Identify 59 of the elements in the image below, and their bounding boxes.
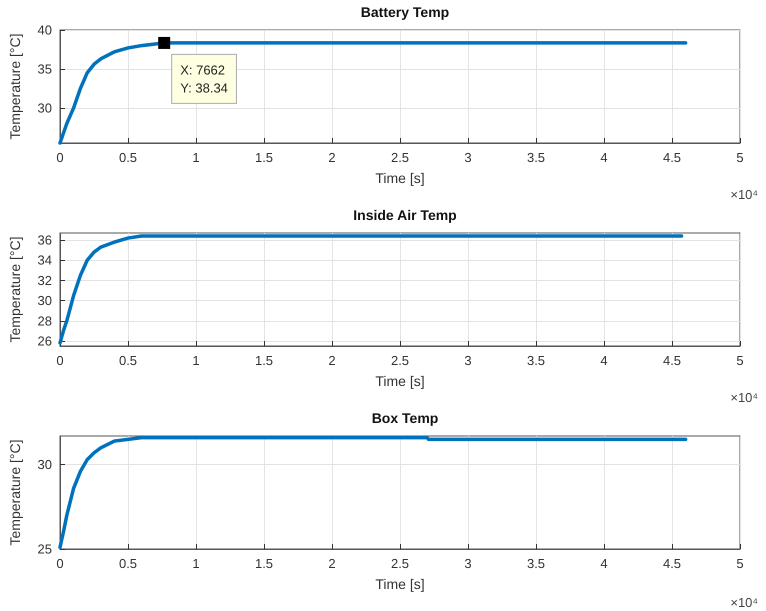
x-tick-label: 4 — [600, 556, 608, 571]
x-tick-label: 0 — [56, 353, 64, 368]
x-tick-label: 0.5 — [118, 353, 138, 368]
text: ×10⁴ — [730, 187, 758, 202]
x-tick-label: 5 — [736, 556, 744, 571]
x-tick-label: 2 — [328, 150, 336, 165]
line-series — [58, 436, 688, 550]
x-tick-label: 1.5 — [254, 150, 274, 165]
x-tick-label: 5 — [736, 150, 744, 165]
y-tick-label: 25 — [38, 542, 52, 556]
y-tick-label: 40 — [38, 22, 52, 38]
x-tick-label: 3.5 — [526, 556, 546, 571]
y-tick-label: 36 — [38, 232, 52, 248]
x-tick-label: 2.5 — [390, 353, 410, 368]
x-tick-label: 5 — [736, 353, 744, 368]
x-axis-title: Time [s] — [375, 576, 425, 592]
x-tick-label: 3 — [464, 556, 472, 571]
y-tick-label: 35 — [38, 61, 52, 76]
x-tick-label: 4 — [600, 353, 608, 368]
y-tick-label: 30 — [38, 457, 52, 472]
y-tick-label: 28 — [38, 313, 52, 328]
y-axis-title: Temperature [°C] — [7, 236, 23, 342]
x-tick-label: 2.5 — [390, 150, 410, 165]
x-tick-label: 4.5 — [662, 556, 682, 571]
x-axis-title: Time [s] — [375, 373, 425, 389]
chart-title: Box Temp — [372, 410, 438, 426]
y-tick-label: 32 — [38, 272, 52, 288]
x-axis-title: Time [s] — [375, 170, 425, 186]
x-tick-label: 0 — [56, 556, 64, 571]
x-tick-label: 1 — [192, 556, 200, 571]
y-tick-label: 34 — [38, 252, 52, 268]
text: ×10⁴ — [730, 390, 758, 405]
text: ×10⁴ — [730, 595, 758, 610]
chart-title: Battery Temp — [360, 4, 450, 20]
x-tick-label: 4.5 — [662, 353, 682, 368]
y-axis-title: Temperature [°C] — [7, 34, 23, 140]
y-tick-label: 26 — [38, 333, 52, 348]
x-tick-label: 3 — [464, 353, 472, 368]
line-series — [58, 234, 684, 345]
x-tick-label: 1 — [192, 150, 200, 165]
x-tick-label: 2 — [328, 556, 336, 571]
x-tick-label: 1.5 — [254, 353, 274, 368]
x-tick-label: 3 — [464, 150, 472, 165]
chart-title: Inside Air Temp — [353, 207, 457, 223]
x-tick-label: 1 — [192, 353, 200, 368]
x-tick-label: 2.5 — [390, 556, 410, 571]
x-tick-label: 0 — [56, 150, 64, 165]
x-tick-label: 0.5 — [118, 556, 138, 571]
x-tick-label: 3.5 — [526, 150, 546, 165]
x-tick-label: 2 — [328, 353, 336, 368]
x-tick-label: 1.5 — [254, 556, 274, 571]
y-tick-label: 30 — [38, 293, 52, 308]
x-tick-label: 0.5 — [118, 150, 138, 165]
annotation: X: 7662 Y: 38.34 — [180, 62, 228, 96]
y-axis-title: Temperature [°C] — [7, 440, 23, 546]
x-tick-label: 4 — [600, 150, 608, 165]
x-tick-label: 3.5 — [526, 353, 546, 368]
y-tick-label: 30 — [38, 100, 52, 116]
x-tick-label: 4.5 — [662, 150, 682, 165]
